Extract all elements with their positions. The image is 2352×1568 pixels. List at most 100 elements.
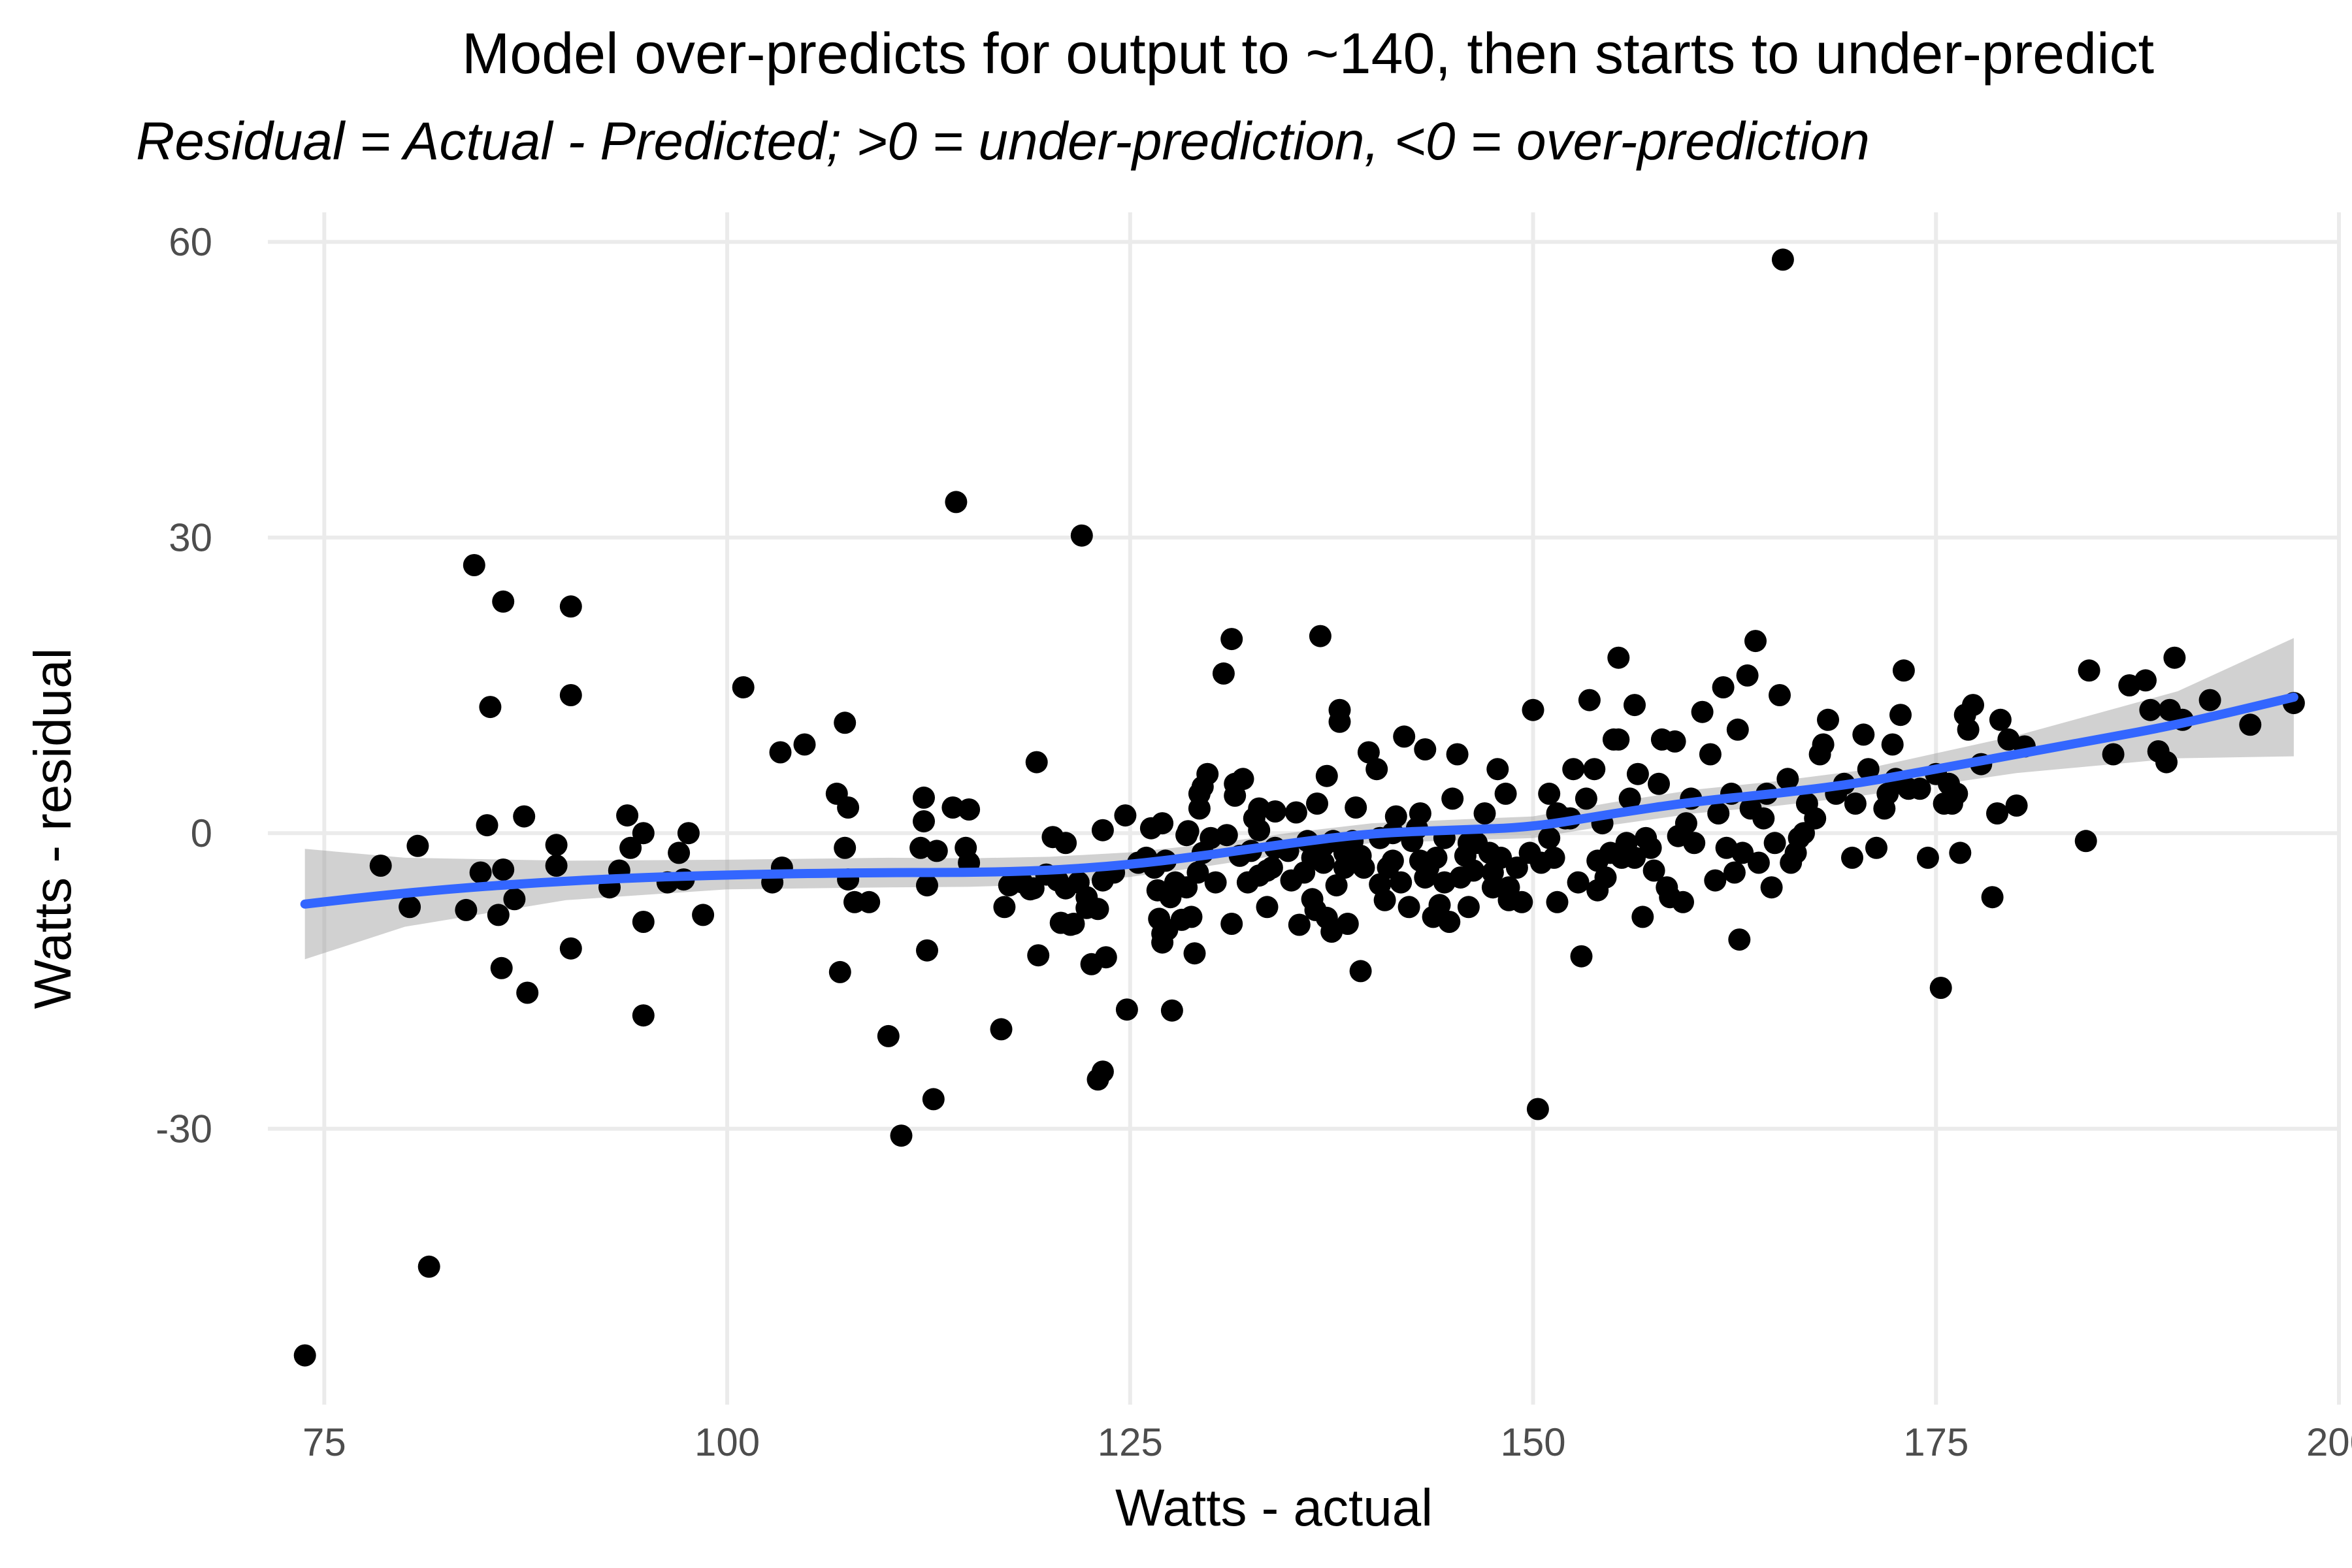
data-point bbox=[1384, 805, 1407, 828]
data-point bbox=[1712, 676, 1735, 698]
data-point bbox=[834, 711, 857, 734]
data-point bbox=[1490, 846, 1512, 869]
data-point bbox=[1728, 928, 1751, 951]
data-point bbox=[1618, 787, 1641, 810]
data-point bbox=[1425, 846, 1448, 869]
y-axis-tick-labels: -30 0 30 60 bbox=[155, 220, 212, 1151]
data-point bbox=[1114, 804, 1137, 827]
y-tick-label: 30 bbox=[169, 516, 212, 560]
data-point bbox=[399, 896, 421, 919]
data-point bbox=[1086, 898, 1109, 921]
data-point bbox=[1946, 782, 1968, 805]
data-point bbox=[455, 898, 478, 921]
data-point bbox=[1578, 689, 1601, 711]
data-point bbox=[1546, 890, 1569, 913]
data-point bbox=[1390, 871, 1413, 894]
data-point bbox=[1752, 807, 1775, 830]
data-point bbox=[1674, 812, 1697, 835]
data-point bbox=[1607, 728, 1630, 751]
data-point bbox=[559, 937, 582, 960]
data-point bbox=[1315, 764, 1338, 787]
data-point bbox=[1025, 751, 1048, 774]
data-point bbox=[1631, 906, 1654, 928]
data-point bbox=[990, 1018, 1013, 1041]
data-point bbox=[1349, 960, 1372, 983]
data-point bbox=[1505, 857, 1528, 879]
data-point bbox=[1908, 777, 1931, 800]
data-point bbox=[828, 960, 851, 983]
data-point bbox=[1707, 802, 1730, 825]
data-point bbox=[1986, 802, 2008, 825]
data-point bbox=[1723, 861, 1746, 884]
data-point bbox=[492, 590, 515, 613]
data-point bbox=[1570, 945, 1593, 968]
data-point bbox=[858, 890, 881, 913]
data-point bbox=[1538, 782, 1561, 805]
data-point bbox=[559, 595, 582, 618]
data-point bbox=[1841, 846, 1863, 869]
confidence-ribbon bbox=[304, 638, 2294, 960]
data-point bbox=[834, 836, 857, 859]
data-point bbox=[2102, 743, 2125, 766]
data-point bbox=[476, 814, 498, 837]
data-point bbox=[492, 858, 515, 881]
data-point bbox=[1624, 846, 1646, 869]
x-tick-label: 150 bbox=[1500, 1420, 1565, 1464]
data-point bbox=[1663, 730, 1686, 753]
data-point bbox=[732, 676, 755, 698]
data-point bbox=[668, 841, 691, 864]
data-points bbox=[293, 248, 2305, 1367]
data-point bbox=[469, 861, 492, 884]
x-tick-label: 100 bbox=[694, 1420, 760, 1464]
data-point bbox=[369, 855, 392, 877]
data-point bbox=[1486, 758, 1509, 781]
data-point bbox=[1393, 725, 1416, 748]
data-point bbox=[1747, 851, 1770, 874]
data-point bbox=[1538, 826, 1561, 849]
data-point bbox=[1562, 758, 1585, 781]
smooth-trend-line bbox=[300, 693, 2298, 909]
data-point bbox=[1309, 625, 1331, 647]
data-point bbox=[1441, 787, 1464, 810]
data-point bbox=[1639, 836, 1662, 859]
data-point bbox=[632, 911, 655, 933]
data-point bbox=[1365, 758, 1388, 781]
data-point bbox=[632, 1004, 655, 1027]
data-point bbox=[1683, 832, 1706, 855]
data-point bbox=[1817, 708, 1839, 731]
data-point bbox=[619, 836, 642, 859]
data-point bbox=[1626, 762, 1649, 785]
data-point bbox=[1183, 942, 1206, 965]
data-point bbox=[559, 684, 582, 706]
chart-subtitle: Residual = Actual - Predicted; >0 = unde… bbox=[136, 112, 1870, 171]
data-point bbox=[1381, 849, 1404, 872]
data-point bbox=[1494, 782, 1517, 805]
data-point bbox=[1607, 646, 1630, 669]
data-point bbox=[1091, 1060, 1114, 1083]
data-point bbox=[1583, 758, 1606, 781]
data-point bbox=[1594, 866, 1617, 889]
data-point bbox=[1186, 861, 1209, 884]
data-point bbox=[1691, 700, 1714, 723]
data-point bbox=[916, 874, 938, 897]
data-point bbox=[1336, 913, 1359, 935]
data-point bbox=[769, 741, 792, 764]
data-point bbox=[1312, 851, 1335, 874]
data-point bbox=[1094, 946, 1117, 969]
data-point bbox=[1481, 876, 1504, 899]
data-point bbox=[1699, 743, 1722, 766]
data-point bbox=[1328, 710, 1351, 733]
data-point bbox=[545, 855, 568, 877]
data-point bbox=[1567, 871, 1590, 894]
data-point bbox=[925, 840, 948, 862]
data-point bbox=[1284, 801, 1307, 824]
data-point bbox=[1771, 248, 1794, 271]
data-point bbox=[1522, 698, 1544, 721]
data-point bbox=[1220, 628, 1243, 651]
data-point bbox=[877, 1024, 900, 1047]
data-point bbox=[1929, 977, 1952, 999]
data-point bbox=[503, 888, 526, 911]
data-point bbox=[1428, 894, 1451, 917]
data-point bbox=[2163, 646, 2186, 669]
